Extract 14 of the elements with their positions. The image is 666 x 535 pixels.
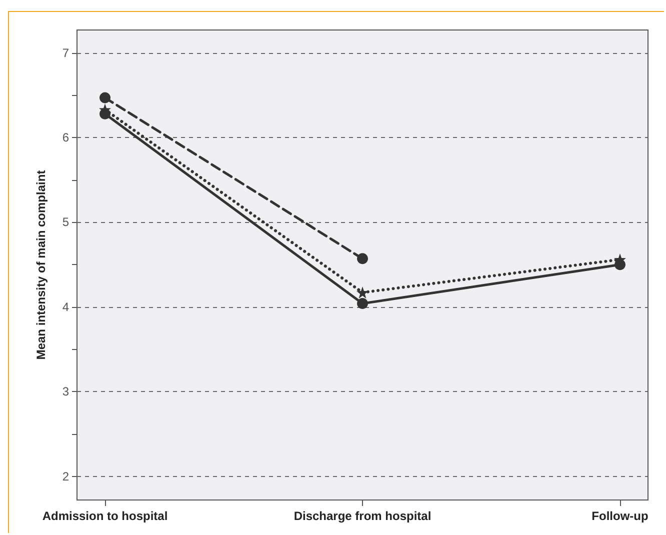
y-tick-label: 6 — [62, 130, 70, 145]
point — [100, 92, 110, 104]
y-axis-title: Mean intensity of main complaint — [34, 170, 48, 360]
x-tick-label: Follow-up — [592, 509, 648, 523]
y-tick-label: 2 — [62, 469, 70, 484]
y-tick-label: 3 — [62, 384, 70, 399]
point — [356, 286, 368, 299]
y-tick-label: 5 — [62, 215, 70, 230]
x-tick-label: Discharge from hospital — [294, 509, 432, 523]
point — [357, 253, 368, 264]
point — [357, 298, 368, 310]
y-tick-label: 7 — [62, 46, 70, 60]
y-tick-label: 4 — [62, 300, 70, 314]
x-tick-label: Admission to hospital — [42, 509, 168, 523]
